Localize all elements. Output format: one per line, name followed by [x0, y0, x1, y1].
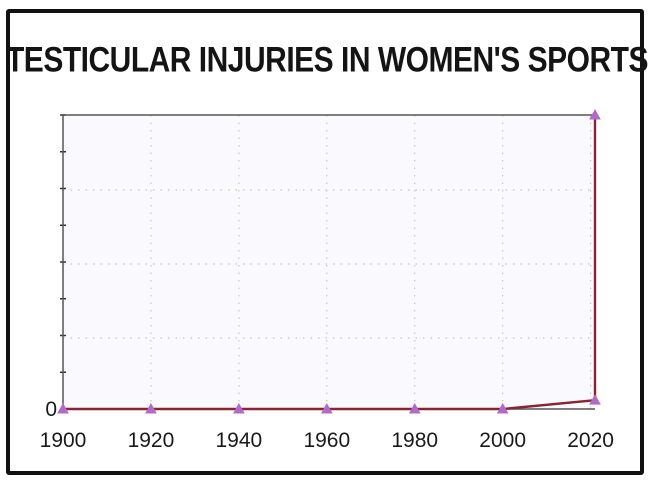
plot-area — [63, 115, 595, 409]
series-group — [57, 108, 601, 414]
grid-lines — [63, 115, 595, 409]
data-point-marker — [496, 402, 509, 414]
chart-title: TESTICULAR INJURIES IN WOMEN'S SPORTS — [5, 41, 649, 80]
x-tick-label: 1900 — [40, 429, 87, 452]
data-point-marker — [233, 402, 245, 414]
x-tick-label: 2000 — [479, 429, 526, 452]
data-point-marker — [408, 402, 421, 414]
y-tick-label: 0 — [45, 398, 57, 421]
x-tick-label: 1960 — [303, 429, 350, 452]
data-point-marker — [589, 394, 601, 405]
x-tick-label: 1980 — [391, 429, 438, 452]
series-line — [63, 115, 597, 411]
x-tick-label: 2020 — [567, 429, 614, 452]
data-point-marker — [589, 108, 601, 120]
data-point-marker — [57, 402, 69, 414]
data-point-marker — [320, 402, 333, 414]
x-tick-label: 1920 — [128, 429, 175, 452]
data-point-marker — [145, 402, 157, 414]
x-axis-labels: 1900 1920 1940 1960 1980 2000 2020 — [40, 429, 614, 452]
x-tick-label: 1940 — [216, 429, 263, 452]
y-axis-labels: 0 — [45, 398, 57, 421]
